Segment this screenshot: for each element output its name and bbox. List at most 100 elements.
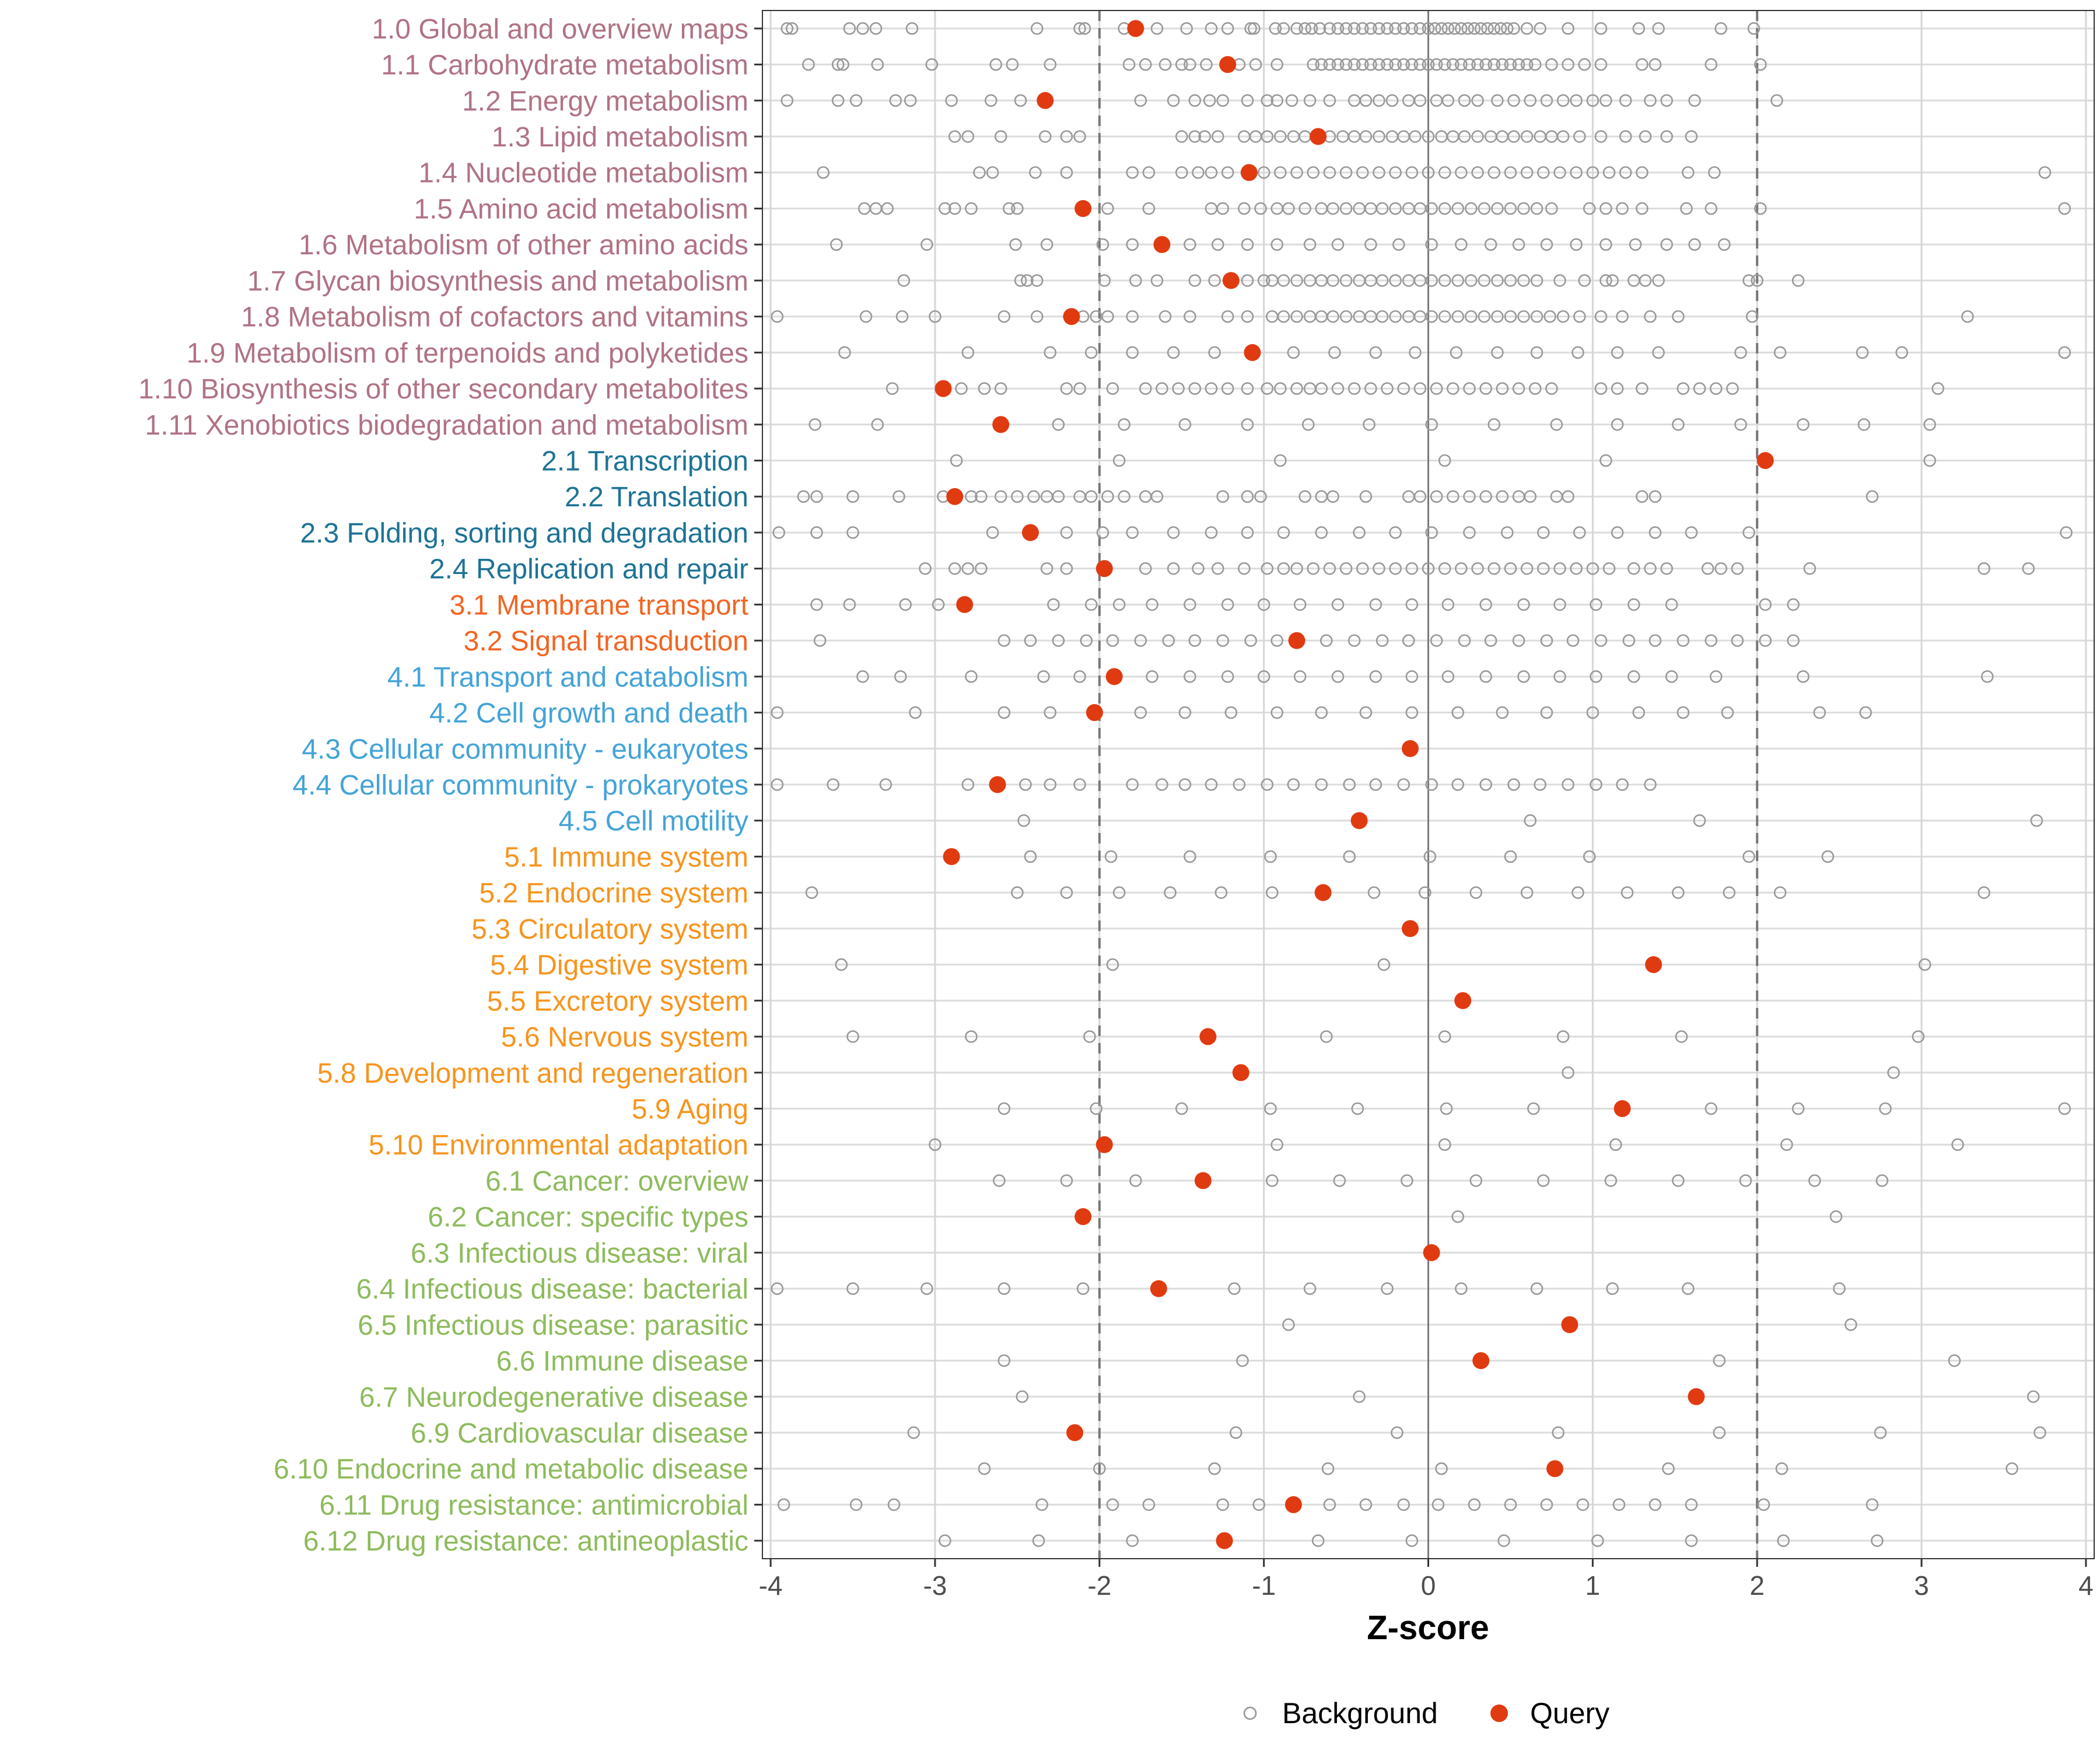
background-point [1672,886,1685,899]
background-point [1524,814,1537,827]
background-point [1413,490,1427,503]
background-point [1178,418,1192,431]
background-point [1438,202,1451,215]
background-point [1553,274,1566,287]
background-point [1369,778,1382,791]
background-point [1290,382,1303,395]
category-label: 5.6 Nervous system [501,1022,748,1053]
background-point [1339,58,1353,71]
background-point [1142,202,1156,215]
query-point [1222,272,1240,289]
background-point [1139,562,1152,575]
background-point [1405,598,1419,611]
background-point [1198,130,1211,143]
background-point [1024,850,1037,863]
background-point [965,490,978,503]
background-point [1264,1102,1277,1115]
background-point [1180,22,1193,35]
background-point [1951,1138,1964,1152]
background-point [1474,22,1488,35]
background-point [919,562,932,575]
background-point [1773,346,1787,359]
background-point [939,202,951,215]
background-point [1874,1426,1887,1439]
background-point [1175,1102,1188,1115]
background-point [1619,130,1632,143]
background-point [1628,562,1640,575]
background-point [2038,166,2052,179]
background-point [1520,130,1534,143]
background-point [1594,310,1608,323]
background-point [1011,886,1024,899]
background-point [1241,274,1254,287]
background-point [1530,346,1544,359]
background-point [1359,1498,1373,1511]
background-point [948,130,961,143]
background-point [1821,850,1835,863]
background-point [907,1426,921,1439]
background-point [1430,58,1443,71]
category-label: 5.9 Aging [632,1094,748,1125]
category-label: 5.3 Circulatory system [471,914,748,945]
background-point [1205,778,1218,791]
background-point [1122,58,1136,71]
query-point [1096,1136,1113,1153]
query-point [1310,128,1327,145]
background-point [1422,166,1435,179]
background-point [1391,1426,1404,1439]
background-point [1205,526,1218,539]
background-point [1356,562,1369,575]
background-point [1742,850,1755,863]
background-point [1348,634,1361,647]
query-point [989,776,1006,793]
background-point [1775,1462,1788,1475]
background-point [1413,58,1427,71]
background-point [1017,814,1030,827]
background-point [1129,1174,1142,1187]
category-label: 1.6 Metabolism of other amino acids [299,230,748,261]
background-point [1376,274,1389,287]
background-point [1221,382,1234,395]
background-point [1044,706,1057,719]
category-label: 4.4 Cellular community - prokaryotes [292,770,748,801]
background-point [978,382,991,395]
background-point [1632,22,1646,35]
background-point [1441,94,1455,107]
background-point [1339,166,1353,179]
legend-query-marker [1490,1704,1508,1722]
background-point [1797,670,1810,683]
background-point [1451,1210,1465,1223]
category-label: 4.1 Transport and catabolism [387,662,748,693]
background-point [1446,382,1460,395]
query-point [1074,200,1092,217]
background-point [1871,1534,1884,1547]
background-point [1517,202,1530,215]
background-point [1440,1102,1453,1115]
background-point [1530,202,1544,215]
background-point [1405,166,1419,179]
background-point [1773,886,1787,899]
background-point [1321,1462,1335,1475]
background-point [1216,94,1229,107]
category-label: 1.3 Lipid metabolism [492,122,748,153]
background-point [1829,1210,1843,1223]
background-point [1455,166,1468,179]
background-point [1265,1174,1279,1187]
background-point [1672,310,1685,323]
background-point [1060,526,1073,539]
background-point [1333,1174,1346,1187]
background-point [1507,778,1520,791]
background-point [1241,310,1254,323]
background-point [1494,22,1507,35]
background-point [1685,130,1698,143]
background-point [1084,598,1098,611]
background-point [879,778,892,791]
background-point [1401,1174,1413,1187]
background-point [1270,58,1283,71]
background-point [849,1498,863,1511]
background-point [948,202,961,215]
background-point [2034,1426,2046,1439]
background-point [1221,670,1234,683]
background-point [1455,238,1468,251]
background-point [1491,346,1504,359]
